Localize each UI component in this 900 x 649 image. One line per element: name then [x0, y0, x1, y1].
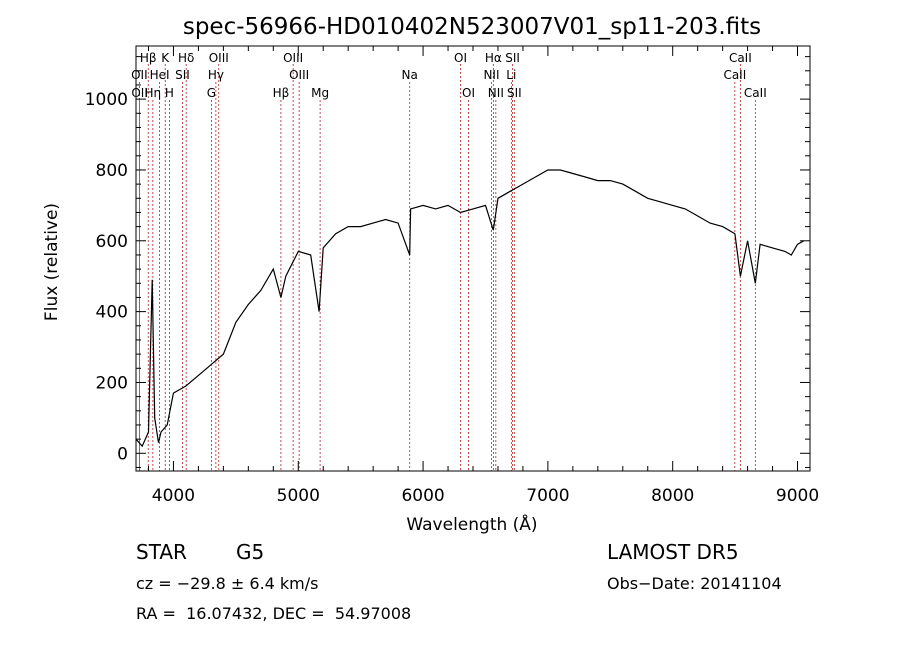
x-tick-label: 9000: [776, 486, 819, 506]
line-marker-label: CaII: [723, 68, 746, 82]
y-axis-label: Flux (relative): [42, 203, 62, 321]
y-tick-label: 400: [96, 303, 128, 323]
line-marker-label: CaII: [729, 51, 752, 65]
y-tick-label: 800: [96, 161, 128, 181]
line-marker-label: OIII: [209, 51, 229, 65]
line-marker-label: H: [165, 86, 174, 100]
line-marker-label: OI: [462, 86, 475, 100]
x-tick-label: 6000: [401, 486, 444, 506]
line-marker-label: Hδ: [178, 51, 194, 65]
line-marker-label: Hη: [145, 86, 162, 100]
spectrum-series: [135, 169, 805, 448]
line-marker-label: NII: [483, 68, 499, 82]
line-marker-label: Hβ: [273, 86, 290, 100]
line-marker-label: HeI: [150, 68, 170, 82]
y-tick-label: 1000: [85, 90, 128, 110]
line-marker-label: Na: [402, 68, 418, 82]
y-axis-ticks: 0 200 400 600 800 1000: [85, 56, 810, 468]
chart-title: spec-56966-HD010402N523007V01_sp11-203.f…: [183, 14, 761, 40]
line-marker-label: Hα: [485, 51, 502, 65]
line-marker-label: SII: [505, 51, 520, 65]
line-marker-label: G: [207, 86, 216, 100]
line-marker-label: SII: [175, 68, 190, 82]
redshift-velocity: cz = −29.8 ± 6.4 km/s: [136, 574, 319, 593]
line-marker-label: Hγ: [208, 68, 224, 82]
line-marker-label: Mg: [311, 86, 329, 100]
line-marker-label: OIII: [289, 68, 309, 82]
line-marker-label: SII: [507, 86, 522, 100]
x-axis-label: Wavelength (Å): [406, 513, 537, 535]
line-marker-label: Li: [506, 68, 516, 82]
x-tick-label: 4000: [152, 486, 195, 506]
x-tick-label: 8000: [651, 486, 694, 506]
x-tick-label: 5000: [277, 486, 320, 506]
line-markers: [138, 64, 756, 471]
spectral-subclass: G5: [236, 540, 265, 564]
line-marker-label: NII: [488, 86, 504, 100]
object-type: STAR: [136, 540, 187, 564]
line-marker-label: OII: [131, 86, 148, 100]
line-marker-label: CaII: [744, 86, 767, 100]
x-tick-label: 7000: [526, 486, 569, 506]
plot-frame: [135, 45, 811, 472]
line-marker-label: K: [161, 51, 170, 65]
x-axis-ticks: 4000 5000 6000 7000 8000 9000: [147, 46, 819, 506]
y-tick-label: 200: [96, 373, 128, 393]
line-marker-label: Hβ: [140, 51, 157, 65]
line-marker-label: OII: [131, 68, 148, 82]
sky-coordinates: RA = 16.07432, DEC = 54.97008: [136, 604, 412, 623]
observation-date: Obs−Date: 20141104: [607, 574, 782, 593]
y-tick-label: 0: [117, 444, 128, 464]
survey-name: LAMOST DR5: [607, 540, 739, 564]
y-tick-label: 600: [96, 232, 128, 252]
spectrum-line: [135, 169, 805, 448]
line-marker-label: OI: [454, 51, 467, 65]
line-marker-label: OIII: [283, 51, 303, 65]
